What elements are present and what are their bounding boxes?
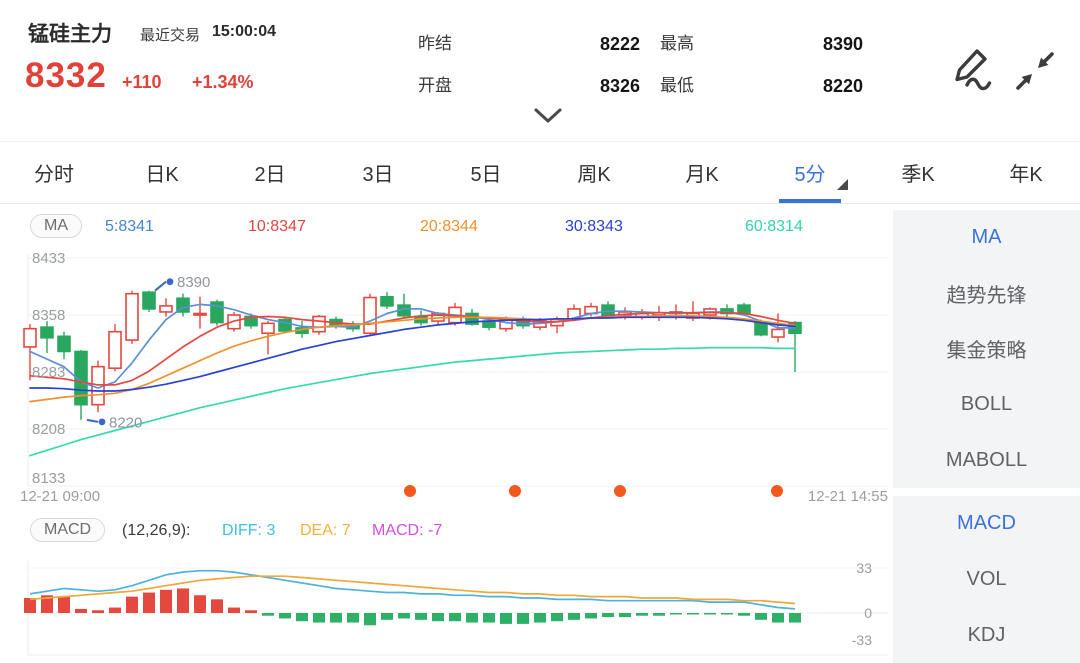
tab-日K[interactable]: 日K [108,142,216,203]
session-dot [771,485,783,497]
quote-row: 最高 8390 [660,33,863,55]
last-trade-time: 15:00:04 [212,23,277,40]
ma-legend-value: 20:8344 [420,218,478,235]
sidebar-item-MA[interactable]: MA [971,226,1002,249]
tab-label: 5分 [794,164,826,186]
tab-季K[interactable]: 季K [864,142,972,203]
collapse-arrows-icon[interactable] [1012,48,1058,99]
quote-value: 8222 [599,34,640,54]
svg-text:8390: 8390 [177,274,210,291]
tab-label: 年K [1009,164,1043,186]
session-dot [404,485,416,497]
session-dot [614,485,626,497]
tab-label: 月K [685,164,719,186]
quote-column-1: 昨结 8222 开盘 8326 [418,33,640,99]
sidebar-item-KDJ[interactable]: KDJ [967,623,1006,646]
tab-label: 分时 [34,164,74,186]
quote-row: 昨结 8222 [418,33,640,55]
quote-value: 8220 [822,76,863,96]
sidebar-item-集金策略[interactable]: 集金策略 [946,340,1027,363]
tab-dropdown-caret-icon [837,179,848,190]
contract-title: 锰硅主力 [28,23,112,46]
quote-row: 开盘 8326 [418,75,640,97]
ma-legend-row: MA 5:8341 10:8347 20:8344 30:8343 60:8314 [0,214,890,246]
tab-label: 日K [145,164,179,186]
last-price: 8332 [25,56,107,95]
tab-label: 3日 [362,164,394,186]
quote-row: 最低 8220 [660,75,863,97]
tab-label: 5日 [470,164,502,186]
tab-2日[interactable]: 2日 [216,142,324,203]
price-tick-label: 8433 [32,250,66,267]
macd-params: (12,26,9): [122,522,191,539]
tab-label: 周K [577,164,611,186]
macd-tick-label: -33 [851,632,872,648]
price-change: +110 [122,72,162,92]
price-tick-label: 8283 [32,364,66,381]
draw-pen-icon[interactable] [946,44,996,103]
macd-indicator-pill[interactable]: MACD [30,518,106,542]
candlestick-chart[interactable]: 8390 8220 [0,250,890,490]
x-axis-start-time: 12-21 09:00 [20,488,101,505]
tab-周K[interactable]: 周K [540,142,648,203]
sub-indicator-menu: MACD VOL KDJ [893,496,1080,663]
sidebar-item-MACD[interactable]: MACD [957,512,1016,535]
ma-legend-value: 60:8314 [745,218,803,235]
tab-月K[interactable]: 月K [648,142,756,203]
price-change-percent: +1.34% [192,72,254,92]
tab-年K[interactable]: 年K [972,142,1080,203]
quote-label: 最低 [660,76,694,95]
quote-value: 8390 [822,34,863,54]
price-tick-label: 8133 [32,470,66,487]
tab-3日[interactable]: 3日 [324,142,432,203]
session-dot [509,485,521,497]
ma-legend-value: 10:8347 [248,218,306,235]
quote-column-2: 最高 8390 最低 8220 [660,33,863,99]
macd-legend-value: MACD: -7 [372,522,443,539]
ma-legend-value: 30:8343 [565,218,623,235]
quote-label: 开盘 [418,76,452,95]
chevron-down-icon[interactable] [533,106,563,131]
tab-label: 2日 [254,164,286,186]
macd-tick-label: 33 [856,560,872,576]
price-tick-label: 8358 [32,307,66,324]
last-trade-label: 最近交易 [140,27,201,44]
quote-label: 最高 [660,34,694,53]
sidebar-item-BOLL[interactable]: BOLL [960,393,1013,416]
macd-tick-label: 0 [864,605,872,621]
quote-value: 8326 [599,76,640,96]
macd-legend-value: DIFF: 3 [222,522,276,539]
ma-indicator-pill[interactable]: MA [30,214,82,238]
period-tab-bar: 分时 日K 2日 3日 5日 周K 月K 5分 季K 年K [0,141,1080,204]
macd-legend-value: DEA: 7 [300,522,351,539]
sidebar-item-MABOLL[interactable]: MABOLL [945,448,1028,471]
macd-legend-row: MACD (12,26,9): DIFF: 3 DEA: 7 MACD: -7 [0,518,890,550]
macd-chart[interactable] [0,552,890,663]
tab-分时[interactable]: 分时 [0,142,108,203]
active-tab-underline [779,199,841,203]
sidebar-item-趋势先锋[interactable]: 趋势先锋 [946,284,1027,307]
ma-legend-value: 5:8341 [105,218,154,235]
sidebar-item-VOL[interactable]: VOL [966,568,1007,590]
overlay-indicator-menu: MA 趋势先锋集金策略 BOLL MABOLL [893,210,1080,488]
tab-5日[interactable]: 5日 [432,142,540,203]
x-axis-end-time: 12-21 14:55 [807,488,888,505]
svg-text:8220: 8220 [109,414,142,431]
tab-5分[interactable]: 5分 [756,142,864,203]
price-tick-label: 8208 [32,421,66,438]
tab-label: 季K [901,164,935,186]
quote-label: 昨结 [418,34,452,53]
